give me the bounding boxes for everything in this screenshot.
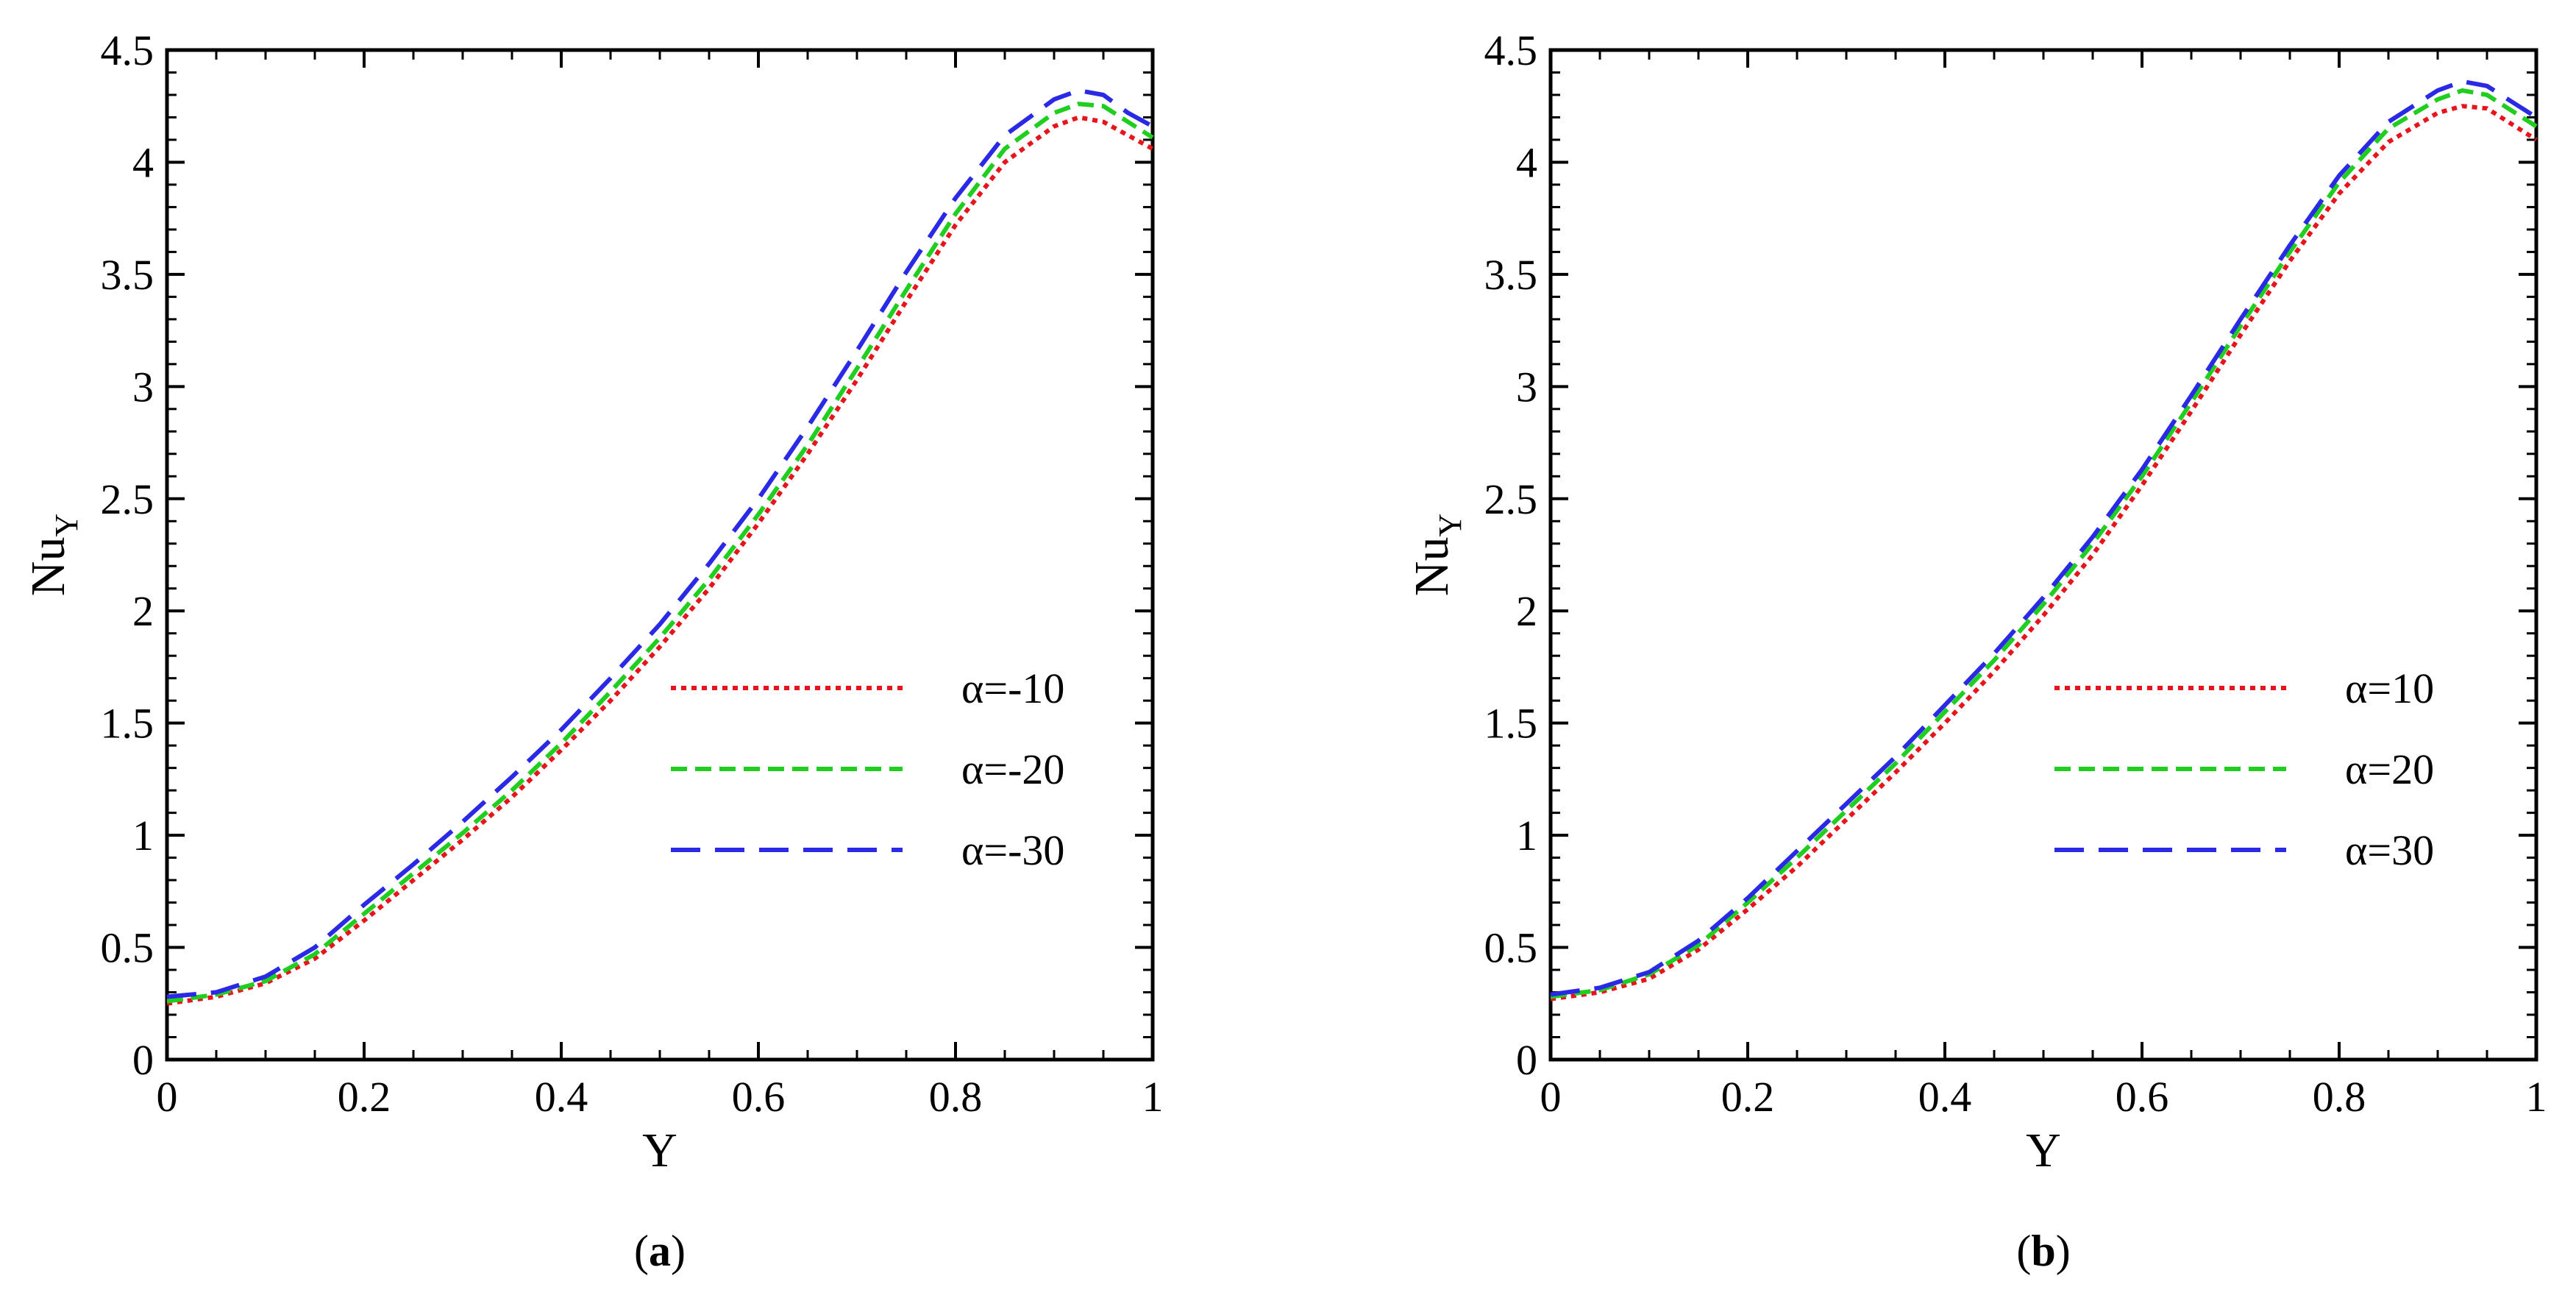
y-tick-label: 1.5 bbox=[101, 700, 154, 748]
legend-label-2: α=-20 bbox=[961, 745, 1064, 793]
y-tick-label: 4.5 bbox=[1484, 26, 1538, 74]
series-line-2 bbox=[166, 102, 1154, 1004]
x-tick-label: 0.2 bbox=[338, 1073, 391, 1121]
y-axis-title-subscript: Y bbox=[49, 514, 85, 537]
y-tick-label: 4.5 bbox=[101, 26, 154, 74]
y-tick-label: 4 bbox=[132, 138, 154, 186]
x-tick-label: 0.2 bbox=[1721, 1073, 1775, 1121]
x-tick-label: 0.6 bbox=[2116, 1073, 2169, 1121]
x-axis-title: Y bbox=[2026, 1124, 2061, 1177]
legend-label-1: α=10 bbox=[2345, 664, 2434, 712]
y-tick-label: 2.5 bbox=[101, 475, 154, 523]
y-tick-label: 3 bbox=[132, 363, 154, 411]
y-axis-title-main: Nu bbox=[21, 537, 75, 597]
y-axis-title: NuY bbox=[21, 514, 85, 596]
legend-label-2: α=20 bbox=[2345, 745, 2434, 793]
legend-label-3: α=-30 bbox=[961, 826, 1064, 874]
caption-open-paren: ( bbox=[2016, 1227, 2031, 1275]
caption-letter: b bbox=[2031, 1227, 2055, 1275]
y-tick-label: 4 bbox=[1516, 138, 1537, 186]
series-line-3 bbox=[166, 88, 1154, 999]
y-tick-label: 0 bbox=[1516, 1036, 1537, 1084]
panel-caption: (a) bbox=[634, 1227, 686, 1275]
series-line-1 bbox=[166, 115, 1154, 1006]
y-axis-title: NuY bbox=[1405, 514, 1468, 596]
caption-open-paren: ( bbox=[634, 1227, 649, 1275]
y-tick-label: 0 bbox=[132, 1036, 154, 1084]
x-tick-label: 1 bbox=[1142, 1073, 1164, 1121]
x-tick-label: 0 bbox=[157, 1073, 178, 1121]
series-line-3 bbox=[1550, 79, 2538, 997]
y-tick-label: 1 bbox=[132, 812, 154, 859]
x-tick-label: 0.4 bbox=[1918, 1073, 1972, 1121]
y-tick-label: 0.5 bbox=[1484, 924, 1538, 972]
x-tick-label: 0.8 bbox=[2313, 1073, 2366, 1121]
y-tick-label: 0.5 bbox=[101, 924, 154, 972]
x-tick-label: 0.8 bbox=[929, 1073, 983, 1121]
y-tick-label: 3.5 bbox=[1484, 251, 1538, 299]
chart-panel-a: 0 0.2 0.4 0.6 0.8 100.511.522.533.544.5YNuYα=… bbox=[21, 26, 1164, 1275]
y-tick-label: 1.5 bbox=[1484, 700, 1538, 748]
caption-letter: a bbox=[649, 1227, 671, 1275]
x-tick-label: 0.6 bbox=[732, 1073, 786, 1121]
y-axis-title-subscript: Y bbox=[1432, 514, 1468, 537]
caption-close-paren: ) bbox=[671, 1227, 686, 1275]
y-tick-label: 3 bbox=[1516, 363, 1537, 411]
y-axis-title-main: Nu bbox=[1405, 537, 1459, 597]
panel-caption: (b) bbox=[2016, 1227, 2070, 1275]
x-tick-label: 0 bbox=[1540, 1073, 1562, 1121]
y-tick-label: 3.5 bbox=[101, 251, 154, 299]
legend-label-1: α=-10 bbox=[961, 664, 1064, 712]
series-line-1 bbox=[1550, 104, 2538, 1001]
chart-panel-b: 0 0.2 0.4 0.6 0.8 100.511.522.533.544.5YNuYα=… bbox=[1405, 26, 2547, 1275]
x-tick-label: 0.4 bbox=[535, 1073, 588, 1121]
plot-frame bbox=[165, 48, 1155, 1062]
plot-frame bbox=[1548, 48, 2538, 1062]
y-tick-label: 1 bbox=[1516, 812, 1537, 859]
y-tick-label: 2.5 bbox=[1484, 475, 1538, 523]
y-tick-label: 2 bbox=[1516, 587, 1537, 635]
caption-close-paren: ) bbox=[2056, 1227, 2071, 1275]
x-tick-label: 1 bbox=[2526, 1073, 2547, 1121]
series-line-2 bbox=[1550, 88, 2538, 999]
legend-label-3: α=30 bbox=[2345, 826, 2434, 874]
x-axis-title: Y bbox=[642, 1124, 677, 1177]
y-tick-label: 2 bbox=[132, 587, 154, 635]
